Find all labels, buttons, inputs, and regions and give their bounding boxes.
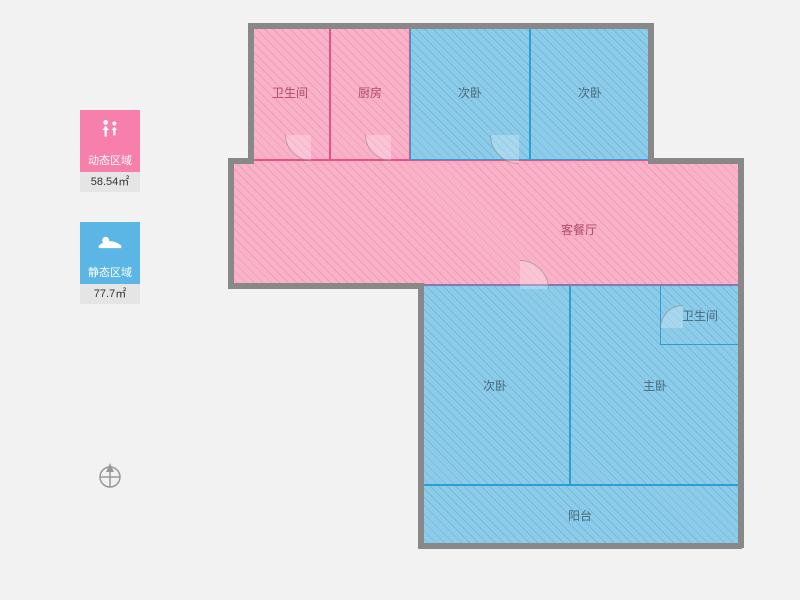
people-icon (80, 110, 140, 150)
wall (418, 543, 742, 549)
legend-static-label: 静态区域 (80, 262, 140, 284)
room-balcony: 阳台 (420, 485, 740, 545)
legend-dynamic-value: 58.54㎡ (80, 172, 140, 192)
room-label-bath2: 卫生间 (682, 307, 718, 324)
legend-dynamic-label: 动态区域 (80, 150, 140, 172)
wall (418, 283, 424, 547)
room-living: 客餐厅 (230, 160, 740, 285)
wall (738, 158, 744, 548)
room-label-bath1: 卫生间 (272, 84, 308, 101)
room-bed2b: 次卧 (530, 25, 650, 160)
legend-static: 静态区域 77.7㎡ (80, 222, 140, 304)
wall (248, 23, 254, 163)
compass-icon (95, 460, 125, 490)
room-label-bed2a: 次卧 (458, 84, 482, 101)
room-bed2c: 次卧 (420, 285, 570, 485)
wall (248, 23, 652, 29)
legend: 动态区域 58.54㎡ 静态区域 77.7㎡ (80, 110, 140, 334)
room-label-kitchen: 厨房 (358, 84, 382, 101)
legend-static-value: 77.7㎡ (80, 284, 140, 304)
wall (228, 283, 422, 289)
room-label-master: 主卧 (643, 377, 667, 394)
room-label-bed2c: 次卧 (483, 377, 507, 394)
wall (648, 23, 654, 163)
room-label-balcony: 阳台 (568, 507, 592, 524)
floorplan: 卫生间厨房次卧次卧客餐厅次卧主卧卫生间阳台 (230, 20, 760, 575)
wall (648, 158, 744, 164)
legend-dynamic: 动态区域 58.54㎡ (80, 110, 140, 192)
room-label-bed2b: 次卧 (578, 84, 602, 101)
sleep-icon (80, 222, 140, 262)
room-label-living: 客餐厅 (561, 221, 597, 238)
wall (228, 158, 234, 288)
